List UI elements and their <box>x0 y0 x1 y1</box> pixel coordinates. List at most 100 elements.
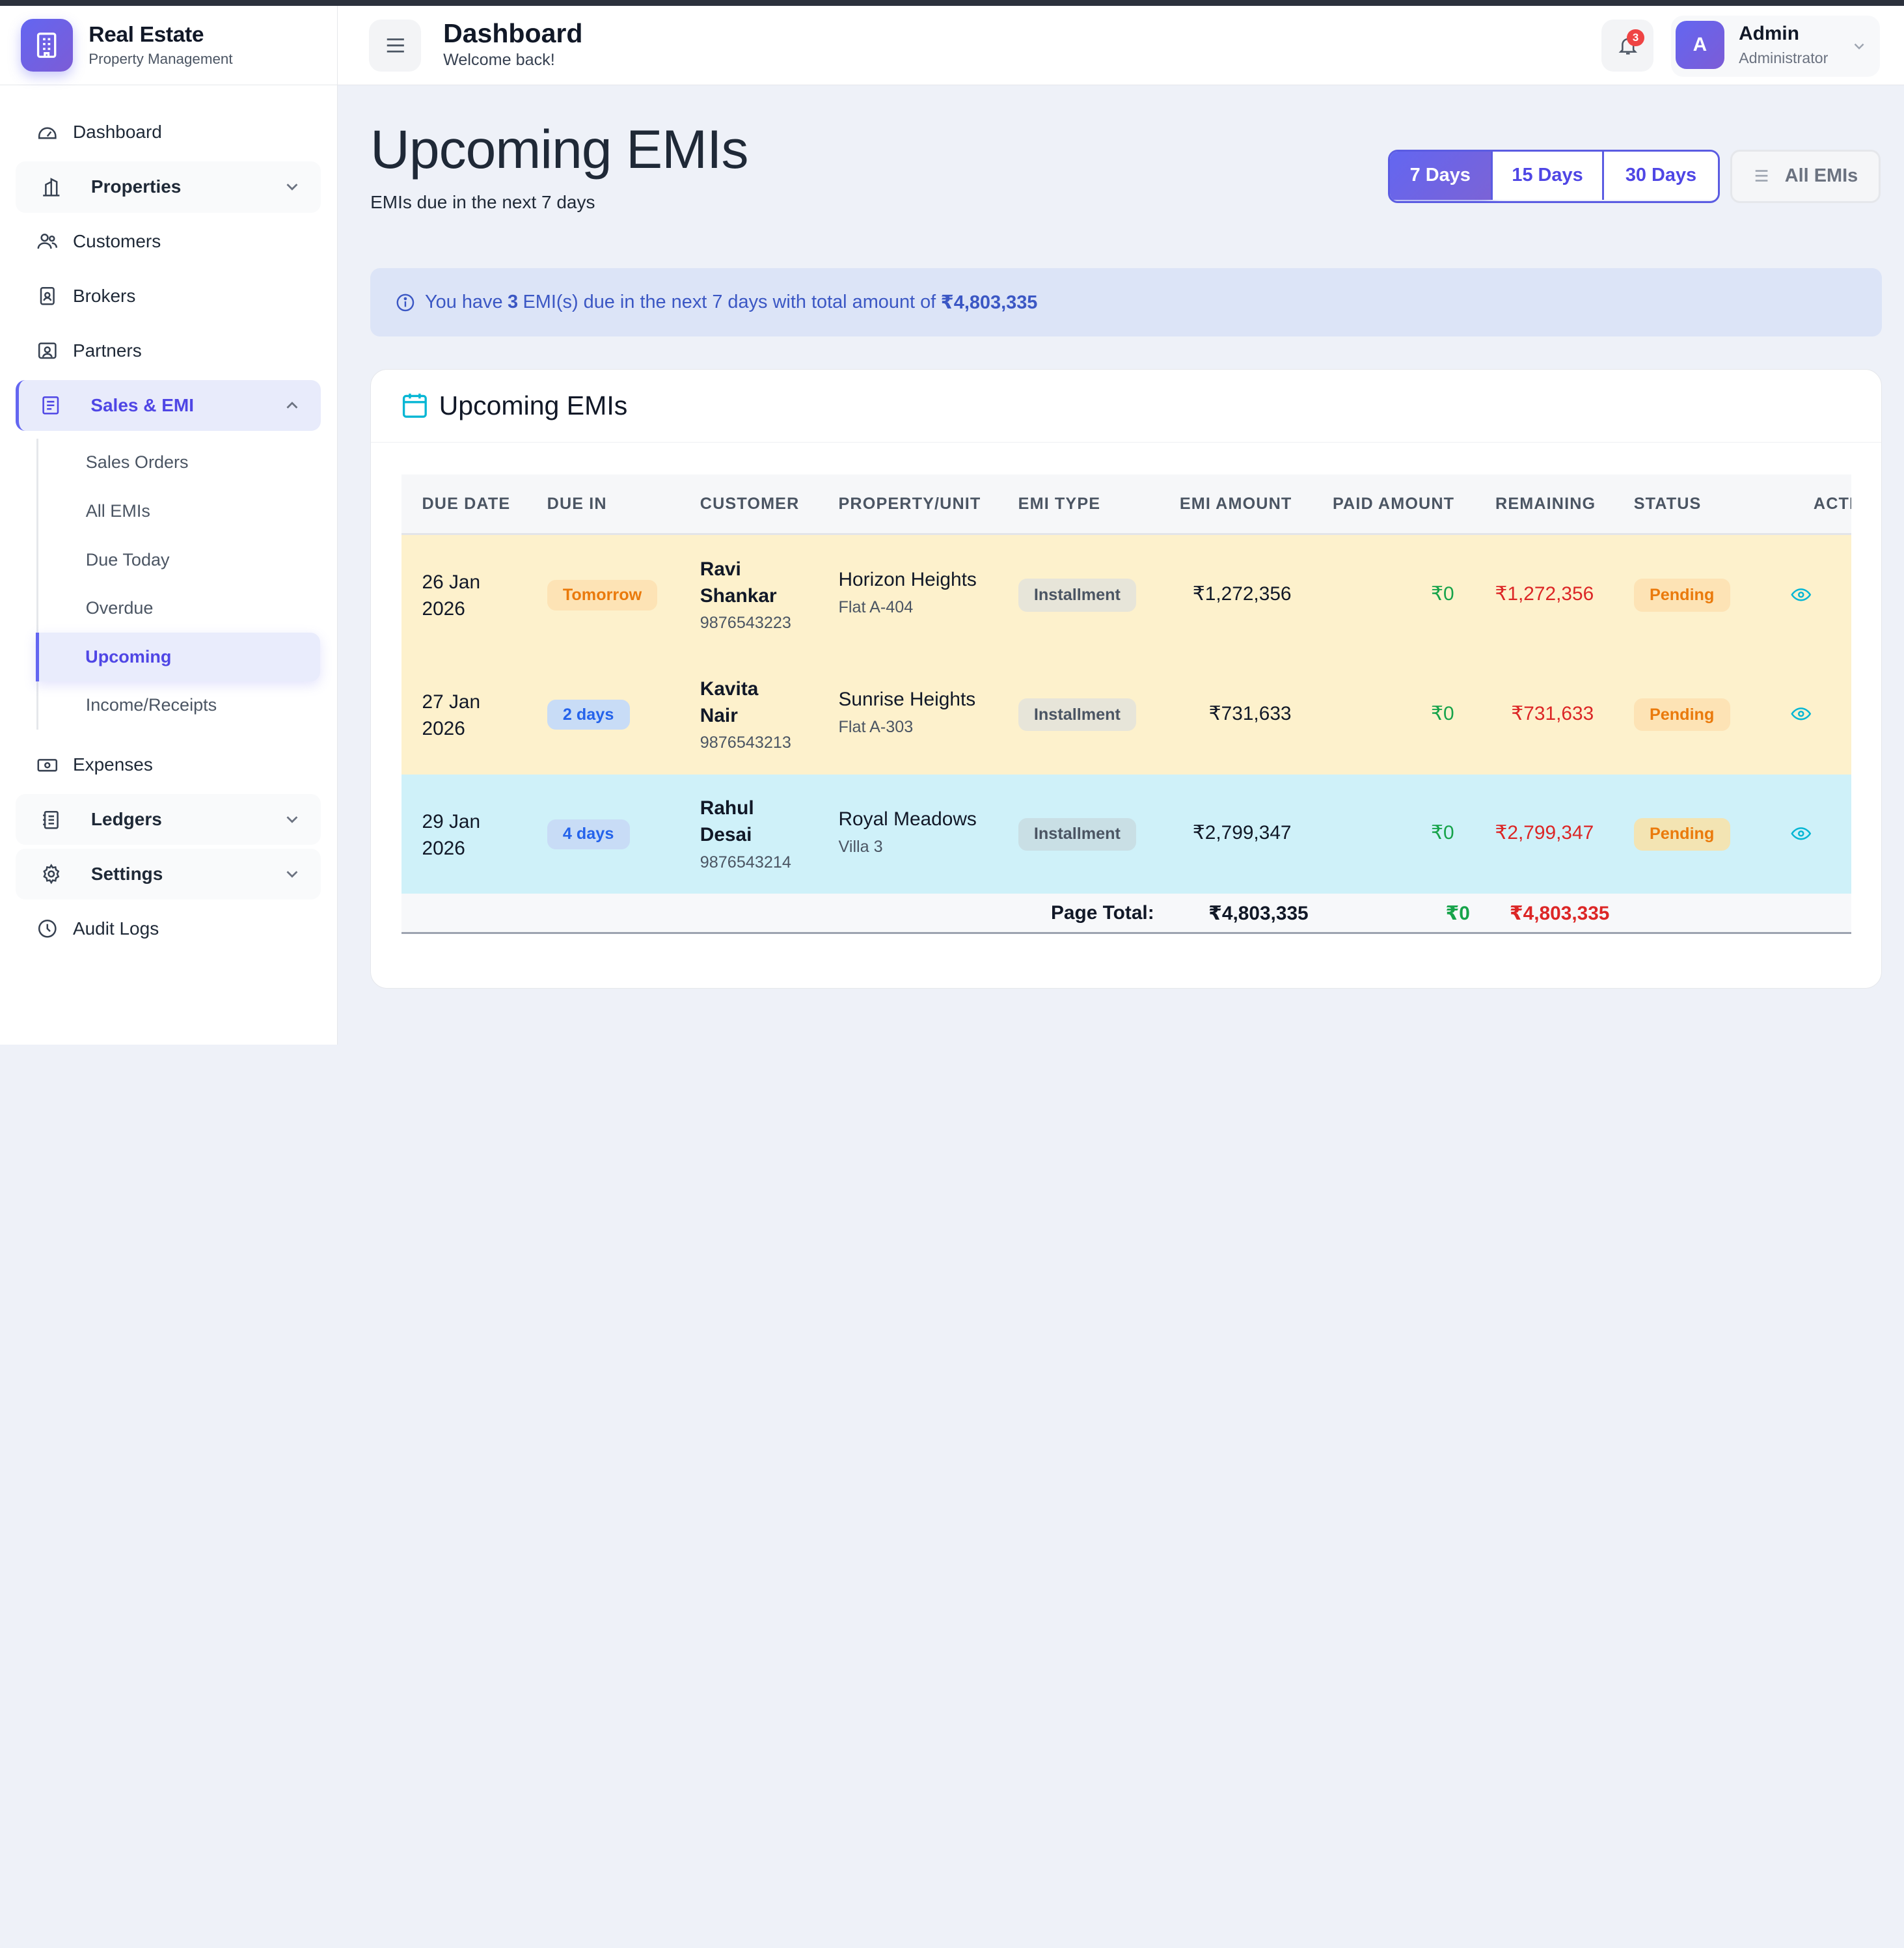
info-alert: You have 3 EMI(s) due in the next 7 days… <box>370 268 1883 336</box>
window-top-strip <box>0 0 1904 7</box>
all-emis-button[interactable]: All EMIs <box>1730 149 1881 203</box>
list-icon <box>1755 170 1768 182</box>
status-badge: Pending <box>1633 579 1730 612</box>
brand[interactable]: Real Estate Property Management <box>0 6 337 85</box>
sidebar-item-partners[interactable]: Partners <box>16 325 321 376</box>
range-7-days-button[interactable]: 7 Days <box>1389 151 1491 200</box>
info-count: 3 <box>508 292 519 313</box>
customer-cell[interactable]: Kavita Nair 9876543213 <box>700 678 791 752</box>
column-header[interactable]: REMAINING <box>1495 495 1596 514</box>
sidebar-item-ledgers[interactable]: Ledgers <box>16 794 321 845</box>
totals-emi-amount: ₹4,803,335 <box>1208 903 1309 925</box>
emi-amount-cell: ₹1,272,356 <box>1192 583 1292 605</box>
top-header: Dashboard Welcome back! 3 A Admin Admini… <box>337 6 1904 85</box>
table-row[interactable]: 26 Jan 2026 Tomorrow Ravi Shankar 98765432… <box>401 535 1851 655</box>
info-icon <box>396 294 415 311</box>
sidebar-item-label: Ledgers <box>90 809 162 830</box>
customer-phone: 9876543213 <box>700 734 791 752</box>
all-emis-label: All EMIs <box>1784 165 1858 187</box>
column-header[interactable]: PAID AMOUNT <box>1332 495 1455 514</box>
sidebar-item-customers[interactable]: Customers <box>16 216 321 267</box>
sidebar-item-sales-emi[interactable]: Sales & EMI <box>16 379 321 432</box>
range-15-days-button[interactable]: 15 Days <box>1490 151 1603 200</box>
remaining-cell: ₹2,799,347 <box>1495 822 1594 844</box>
sidebar-item-settings[interactable]: Settings <box>16 849 321 900</box>
info-middle: EMI(s) due in the next 7 days with total… <box>523 292 936 313</box>
chevron-down-icon <box>286 184 298 191</box>
calendar-icon <box>402 394 427 418</box>
header-subtitle: Welcome back! <box>443 51 555 70</box>
notification-count-badge: 3 <box>1627 29 1644 46</box>
sidebar-item-properties[interactable]: Properties <box>16 161 321 213</box>
submenu-item-income-receipts[interactable]: Income/Receipts <box>85 695 217 715</box>
sidebar-item-label: Partners <box>72 340 142 361</box>
brand-title: Real Estate <box>88 22 204 47</box>
submenu-item-all-emis[interactable]: All EMIs <box>85 501 150 521</box>
submenu-item-upcoming[interactable]: Upcoming <box>36 633 320 681</box>
sidebar-item-label: Properties <box>90 176 182 197</box>
card-title: Upcoming EMIs <box>439 391 628 421</box>
totals-remaining: ₹4,803,335 <box>1509 903 1610 925</box>
user-menu[interactable]: A Admin Administrator <box>1670 16 1880 77</box>
customer-cell[interactable]: Rahul Desai 9876543214 <box>700 797 791 871</box>
column-header[interactable]: EMI AMOUNT <box>1179 495 1292 514</box>
submenu-item-overdue[interactable]: Overdue <box>85 598 154 618</box>
sales-emi-submenu: Sales Orders All EMIs Due Today Overdue … <box>36 438 337 730</box>
customer-cell[interactable]: Ravi Shankar 9876543223 <box>700 558 791 633</box>
view-eye-icon[interactable] <box>1790 584 1812 606</box>
emi-table: DUE DATE DUE IN CUSTOMER PROPERTY/UNIT E… <box>401 474 1851 936</box>
column-header[interactable]: PROPERTY/UNIT <box>838 495 981 514</box>
table-row[interactable]: 29 Jan 2026 4 days Rahul Desai 9876543214 … <box>401 774 1851 894</box>
view-eye-icon[interactable] <box>1790 823 1812 845</box>
paid-amount-cell: ₹0 <box>1430 822 1454 844</box>
users-icon <box>34 228 61 255</box>
building-logo-icon <box>20 19 73 72</box>
paid-amount-cell: ₹0 <box>1430 583 1454 605</box>
due-date-cell: 29 Jan 2026 <box>422 810 481 859</box>
table-totals-row: Page Total: ₹4,803,335 ₹0 ₹4,803,335 <box>401 894 1851 934</box>
property-cell: Horizon Heights Flat A-404 <box>838 569 977 617</box>
cash-icon <box>34 752 61 778</box>
paid-amount-cell: ₹0 <box>1430 702 1454 724</box>
remaining-cell: ₹731,633 <box>1511 702 1594 724</box>
submenu-item-due-today[interactable]: Due Today <box>85 549 170 569</box>
avatar: A <box>1676 20 1724 70</box>
menu-toggle-button[interactable] <box>369 19 422 72</box>
due-date-cell: 26 Jan 2026 <box>422 571 481 620</box>
sidebar-item-dashboard[interactable]: Dashboard <box>16 107 321 158</box>
app: Real Estate Property Management Dashboar… <box>0 6 1904 1045</box>
column-header[interactable]: DUE DATE <box>422 495 511 514</box>
column-header[interactable]: ACTI <box>1813 495 1851 514</box>
sidebar-item-label: Audit Logs <box>72 918 159 939</box>
chevron-up-icon <box>286 402 298 409</box>
building-icon <box>38 174 64 200</box>
header-title: Dashboard <box>443 18 583 48</box>
sidebar: Real Estate Property Management Dashboar… <box>0 6 338 1045</box>
sidebar-item-label: Sales & EMI <box>90 395 194 416</box>
table-row[interactable]: 27 Jan 2026 2 days Kavita Nair 9876543213 … <box>401 654 1851 775</box>
sidebar-item-expenses[interactable]: Expenses <box>16 739 321 790</box>
due-date-cell: 27 Jan 2026 <box>422 691 481 740</box>
card-header: Upcoming EMIs <box>371 370 1882 443</box>
sidebar-item-label: Customers <box>72 231 161 252</box>
sidebar-item-label: Brokers <box>72 286 136 307</box>
notifications-button[interactable]: 3 <box>1601 19 1654 72</box>
chevron-down-icon <box>286 871 298 878</box>
column-header[interactable]: EMI TYPE <box>1018 495 1101 514</box>
status-badge: Pending <box>1633 698 1730 732</box>
submenu-item-sales-orders[interactable]: Sales Orders <box>85 452 189 473</box>
sidebar-item-audit-logs[interactable]: Audit Logs <box>16 903 321 954</box>
range-selector: 7 Days 15 Days 30 Days <box>1387 149 1720 203</box>
view-eye-icon[interactable] <box>1790 703 1812 725</box>
column-header[interactable]: DUE IN <box>547 495 607 514</box>
range-30-days-button[interactable]: 30 Days <box>1602 151 1718 200</box>
column-header[interactable]: CUSTOMER <box>700 495 800 514</box>
emi-amount-cell: ₹731,633 <box>1208 702 1292 724</box>
sidebar-item-brokers[interactable]: Brokers <box>16 271 321 322</box>
gear-icon <box>38 861 64 888</box>
column-header[interactable]: STATUS <box>1633 495 1702 514</box>
due-in-badge: 2 days <box>547 699 630 730</box>
hamburger-icon <box>387 38 404 53</box>
page-title: Upcoming EMIs <box>370 118 748 180</box>
contact-card-icon <box>34 338 61 364</box>
